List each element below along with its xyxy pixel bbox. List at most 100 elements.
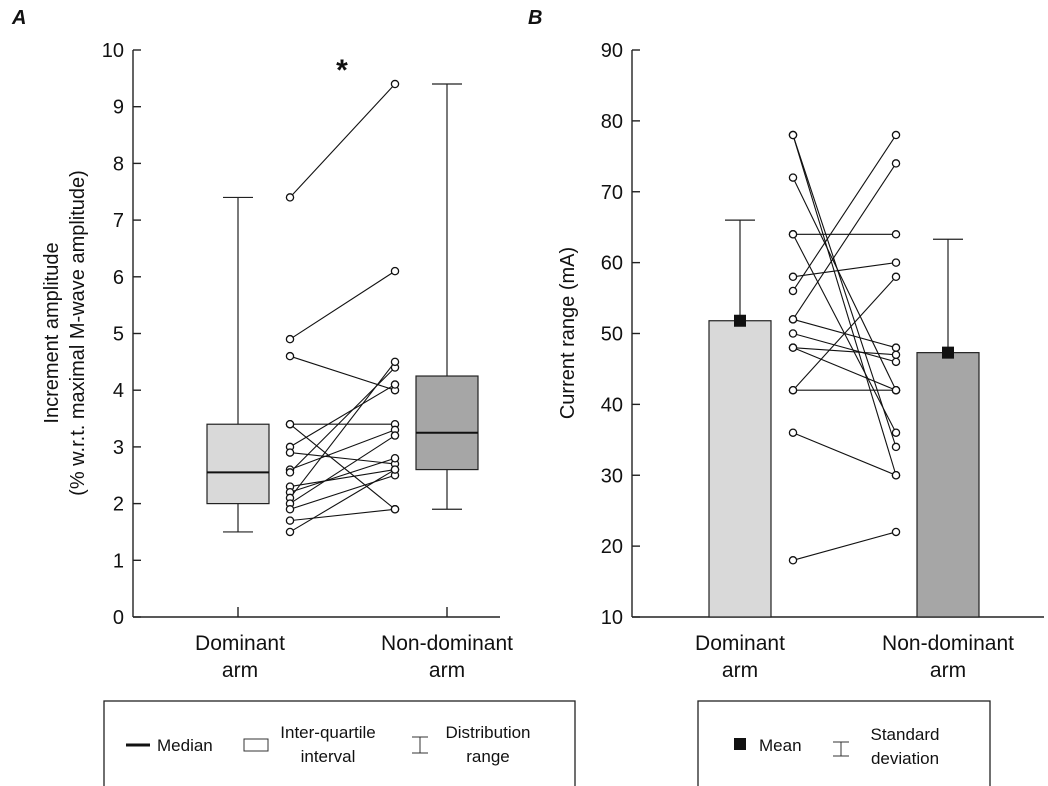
legend-range-line2: range	[466, 747, 509, 766]
paired-line	[792, 134, 897, 476]
panel-a-letter: A	[11, 7, 26, 29]
paired-line	[792, 163, 897, 320]
panel-a-y-tick-label: 7	[113, 210, 124, 232]
data-point	[891, 527, 901, 537]
panel-a-y-tick-label: 6	[113, 267, 124, 289]
panel-a-y-tick-label: 0	[113, 607, 124, 629]
data-point	[390, 79, 400, 89]
panel-a-cat-dominant-line2: arm	[222, 659, 258, 682]
panel-b-chart: 10 20 30 40 50 60 70 80 90 Current range (mA) Do…	[557, 40, 1044, 682]
data-point	[788, 428, 798, 437]
paired-line	[792, 134, 897, 448]
data-point	[390, 357, 400, 367]
paired-line	[792, 531, 897, 561]
panel-a-y-tick-label: 2	[113, 494, 124, 516]
panel-b-cat-dominant-line1: Dominant	[695, 632, 785, 655]
iqr-legend-swatch	[243, 738, 269, 752]
data-point	[891, 350, 901, 360]
data-point	[891, 470, 901, 480]
panel-a-y-tick-label: 1	[113, 550, 124, 572]
data-point	[788, 329, 798, 338]
panel-a-cat-nondominant-line2: arm	[429, 659, 465, 682]
data-point	[788, 173, 798, 182]
panel-a-y-tick-label: 4	[113, 380, 124, 402]
mean-marker	[734, 314, 746, 327]
paired-line	[289, 435, 396, 505]
data-point	[285, 505, 295, 514]
paired-line	[289, 83, 396, 198]
data-point	[891, 428, 901, 437]
panel-a-y-tick-label: 8	[113, 153, 124, 175]
panel-b-cat-nondominant-line2: arm	[930, 659, 966, 682]
data-point	[285, 516, 295, 525]
panel-a-y-tick-label: 3	[113, 437, 124, 459]
paired-line	[792, 262, 897, 278]
sd-legend-icon	[833, 741, 849, 757]
panel-a-legend-frame	[103, 700, 576, 786]
data-point	[390, 505, 400, 514]
panel-a-y-tick-label: 5	[113, 324, 124, 346]
mean-bar	[708, 320, 772, 618]
panel-a-ylabel-line2: (% w.r.t. maximal M-wave amplitude)	[67, 170, 89, 496]
data-point	[788, 130, 798, 140]
panel-b-y-tick-label: 80	[601, 111, 623, 133]
data-point	[891, 385, 901, 395]
legend-iqr-line2: interval	[301, 747, 356, 766]
panel-b-y-tick-label: 40	[601, 394, 623, 416]
legend-iqr-line1: Inter-quartile	[280, 723, 375, 742]
data-point	[788, 230, 798, 239]
data-point	[891, 130, 901, 140]
panel-a-cat-nondominant-line1: Non-dominant	[381, 632, 513, 655]
paired-line	[289, 457, 396, 493]
mean-bar	[916, 352, 980, 618]
paired-line	[289, 384, 396, 448]
panel-b-letter: B	[528, 7, 542, 29]
panel-b-ylabel: Current range (mA)	[557, 247, 579, 419]
panel-b-y-tick-label: 20	[601, 536, 623, 558]
paired-line	[289, 469, 396, 533]
paired-line	[289, 361, 396, 499]
paired-line	[792, 276, 897, 391]
data-point	[788, 343, 798, 352]
paired-line	[289, 474, 396, 510]
data-point	[285, 527, 295, 537]
paired-line	[289, 508, 396, 522]
data-point	[390, 453, 400, 463]
panel-a-legend: Median Inter-quartile interval Distribut…	[103, 700, 576, 786]
panel-a-cat-dominant-line1: Dominant	[195, 632, 285, 655]
panel-b-legend-frame	[697, 700, 991, 786]
panel-b-y-tick-label: 30	[601, 465, 623, 487]
panel-b-y-tick-label: 50	[601, 324, 623, 346]
data-point	[285, 351, 295, 361]
panel-b-y-tick-label: 70	[601, 182, 623, 204]
legend-range-line1: Distribution	[445, 723, 530, 742]
data-point	[891, 230, 901, 239]
legend-sd-line2: deviation	[871, 749, 939, 768]
iqr-box	[206, 423, 270, 505]
panel-b-cat-dominant-line2: arm	[722, 659, 758, 682]
panel-b-legend: Mean Standard deviation	[697, 700, 991, 786]
legend-sd-line1: Standard	[871, 725, 940, 744]
data-point	[891, 442, 901, 452]
mean-marker	[942, 346, 954, 359]
range-legend-icon	[412, 736, 428, 754]
data-point	[788, 286, 798, 296]
legend-mean-label: Mean	[759, 736, 802, 755]
panel-b-cat-nondominant-line1: Non-dominant	[882, 632, 1014, 655]
panel-b-y-tick-label: 90	[601, 40, 623, 62]
data-point	[285, 448, 295, 457]
mean-legend-swatch	[734, 738, 746, 750]
iqr-box	[415, 375, 479, 471]
data-point	[390, 431, 400, 440]
paired-line	[289, 423, 396, 510]
paired-line	[792, 177, 897, 391]
panel-a-ylabel-line1: Increment amplitude	[41, 242, 63, 423]
panel-b-y-tick-label: 10	[601, 607, 623, 629]
data-point	[788, 556, 798, 565]
paired-line	[289, 367, 396, 473]
paired-line	[792, 432, 897, 476]
panel-a-significance: *	[336, 54, 348, 87]
data-point	[891, 272, 901, 282]
data-point	[390, 465, 400, 474]
